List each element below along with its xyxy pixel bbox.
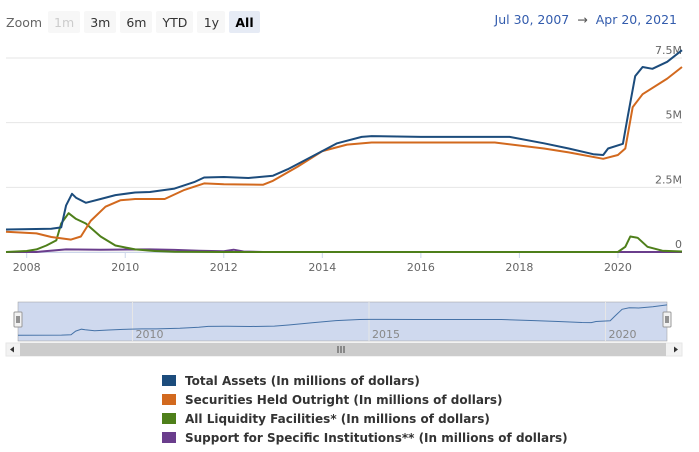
zoom-bar: Zoom 1m 3m 6m YTD 1y All [6,11,264,33]
navigator-handle-left[interactable] [13,311,23,328]
y-tick-label: 0 [675,238,682,251]
zoom-button-ytd[interactable]: YTD [156,11,194,33]
legend-item-total-assets[interactable]: Total Assets (In millions of dollars) [162,371,568,390]
legend-item-support[interactable]: Support for Specific Institutions** (In … [162,428,568,447]
range-arrow: → [577,12,588,27]
y-tick-label: 2.5M [655,173,682,186]
scrollbar-thumb[interactable] [20,343,666,356]
plot-area [5,49,683,253]
legend-label: Total Assets (In millions of dollars) [185,373,420,388]
zoom-button-3m[interactable]: 3m [84,11,117,33]
legend-item-securities[interactable]: Securities Held Outright (In millions of… [162,390,568,409]
legend-swatch-support [162,432,176,443]
scroll-left-arrow-icon[interactable] [10,346,14,353]
y-tick-label: 5M [666,109,683,122]
navigator-tick-label: 2020 [609,328,637,341]
navigator-series-line [17,304,668,336]
x-tick-label: 2018 [505,261,533,274]
zoom-button-1y[interactable]: 1y [197,11,226,33]
series-line-total [5,49,683,231]
legend-item-liquidity[interactable]: All Liquidity Facilities* (In millions o… [162,409,568,428]
y-axis: 0 2.5M 5M 7.5M [655,44,682,251]
scrollbar[interactable] [5,342,683,357]
navigator-tick-label: 2015 [372,328,400,341]
x-tick-label: 2012 [210,261,238,274]
x-tick-label: 2010 [111,261,139,274]
zoom-label: Zoom [6,14,43,30]
legend-label: Securities Held Outright (In millions of… [185,392,503,407]
y-tick-label: 7.5M [655,44,682,57]
range-to-date[interactable]: Apr 20, 2021 [595,12,677,27]
navigator[interactable]: 2010 2015 2020 [13,301,672,342]
x-tick-label: 2020 [604,261,632,274]
navigator-tick-label: 2010 [135,328,163,341]
series-line-liquidity [5,212,683,253]
scroll-right-arrow-icon[interactable] [674,346,678,353]
date-range: Jul 30, 2007 → Apr 20, 2021 [495,12,677,27]
legend-label: Support for Specific Institutions** (In … [185,430,568,445]
zoom-button-6m[interactable]: 6m [120,11,153,33]
range-from-date[interactable]: Jul 30, 2007 [494,12,570,27]
legend: Total Assets (In millions of dollars) Se… [162,371,568,447]
legend-swatch-securities [162,394,176,405]
series-line-securities [5,66,683,241]
zoom-button-all[interactable]: All [229,11,260,33]
legend-swatch-total [162,375,176,386]
legend-swatch-liquidity [162,413,176,424]
x-tick-label: 2016 [407,261,435,274]
legend-label: All Liquidity Facilities* (In millions o… [185,411,490,426]
zoom-button-1m[interactable]: 1m [48,11,81,33]
navigator-handle-right[interactable] [662,311,672,328]
x-tick-label: 2014 [308,261,336,274]
x-axis: 2008 2010 2012 2014 2016 2018 2020 [6,252,682,274]
x-tick-label: 2008 [13,261,41,274]
